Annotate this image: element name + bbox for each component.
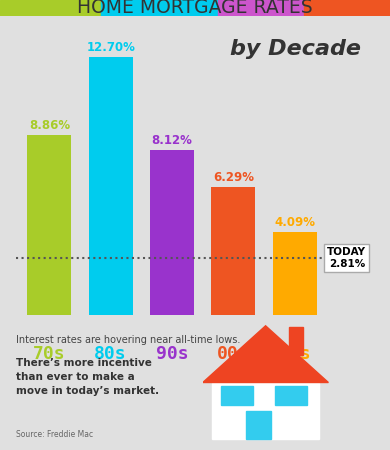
Text: Source: Freddie Mac: Source: Freddie Mac xyxy=(16,430,93,439)
Bar xyxy=(150,150,194,315)
Text: by Decade: by Decade xyxy=(230,40,361,59)
Bar xyxy=(212,382,319,439)
Text: HOME MORTGAGE RATES: HOME MORTGAGE RATES xyxy=(77,0,313,17)
Text: 10s: 10s xyxy=(278,346,311,364)
Bar xyxy=(304,0,390,16)
Bar xyxy=(0,0,101,16)
Bar xyxy=(275,386,307,405)
Bar xyxy=(218,0,304,16)
Text: 4.09%: 4.09% xyxy=(274,216,315,229)
Bar xyxy=(211,187,255,315)
Polygon shape xyxy=(203,326,328,382)
Text: 6.29%: 6.29% xyxy=(213,171,254,184)
Text: Interest rates are hovering near all-time lows.: Interest rates are hovering near all-tim… xyxy=(16,335,240,345)
Text: 70s: 70s xyxy=(33,346,66,364)
Text: 00s: 00s xyxy=(217,346,250,364)
Text: There’s more incentive
than ever to make a
move in today’s market.: There’s more incentive than ever to make… xyxy=(16,358,159,396)
Text: TODAY
2.81%: TODAY 2.81% xyxy=(327,247,366,269)
Bar xyxy=(289,327,303,355)
Text: 8.86%: 8.86% xyxy=(29,119,70,132)
Text: 12.70%: 12.70% xyxy=(86,41,135,54)
Bar xyxy=(27,135,71,315)
Bar xyxy=(246,411,271,439)
Text: 80s: 80s xyxy=(94,346,127,364)
Bar xyxy=(89,57,133,315)
Bar xyxy=(273,232,317,315)
Text: 90s: 90s xyxy=(156,346,188,364)
Bar xyxy=(221,386,253,405)
Text: 8.12%: 8.12% xyxy=(152,134,192,147)
Bar xyxy=(101,0,218,16)
